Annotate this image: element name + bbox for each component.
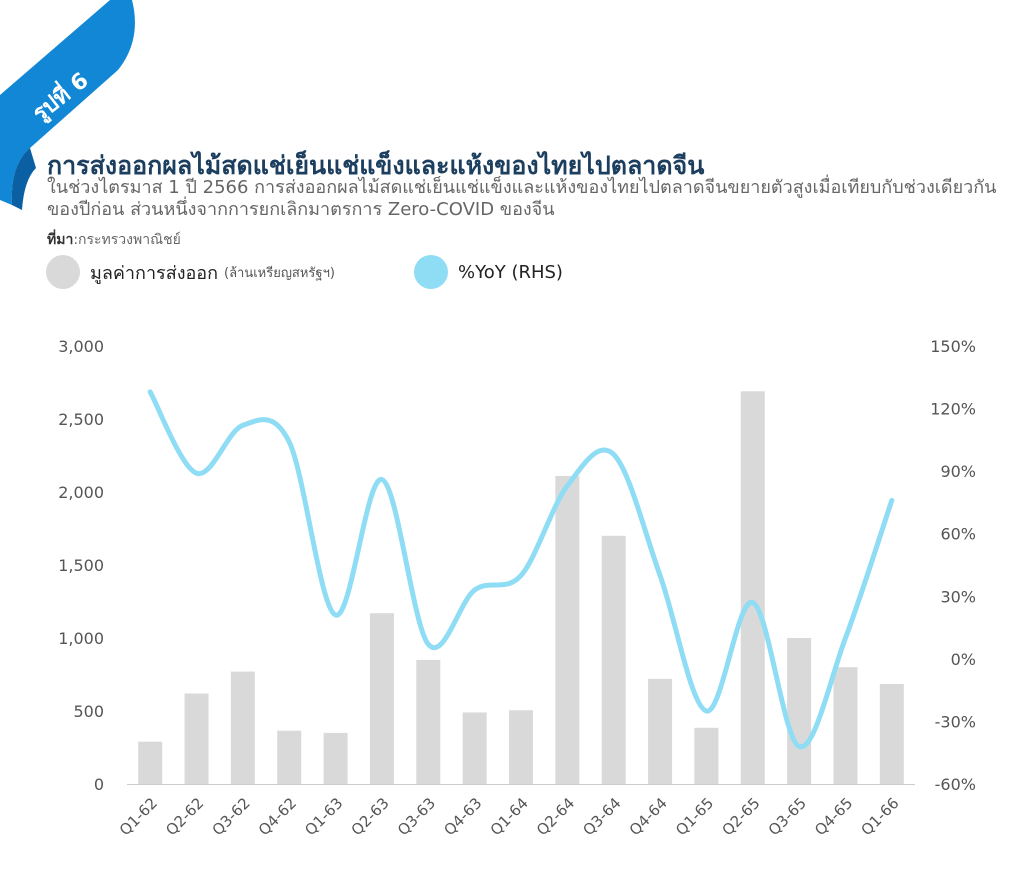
y-right-tick-label: -60% bbox=[935, 775, 976, 794]
bar bbox=[601, 535, 626, 784]
y-right-tick-label: 30% bbox=[940, 587, 976, 606]
chart-subtitle: ในช่วงไตรมาส 1 ปี 2566 การส่งออกผลไม้สดแ… bbox=[47, 177, 997, 220]
bar bbox=[879, 683, 904, 784]
y-right-tick-label: 90% bbox=[940, 462, 976, 481]
x-tick-label: Q2-64 bbox=[533, 794, 578, 839]
bar bbox=[277, 730, 302, 784]
x-tick-label: Q4-63 bbox=[440, 794, 485, 839]
y-left-tick-label: 2,000 bbox=[58, 483, 104, 502]
y-right-tick-label: -30% bbox=[935, 712, 976, 731]
bar bbox=[416, 659, 441, 784]
y-right-tick-label: 150% bbox=[930, 337, 976, 356]
x-tick-label: Q1-66 bbox=[857, 794, 902, 839]
x-tick-label: Q1-64 bbox=[487, 794, 532, 839]
x-tick-label: Q2-63 bbox=[348, 794, 393, 839]
bar bbox=[184, 693, 209, 784]
x-tick-label: Q3-63 bbox=[394, 794, 439, 839]
bar bbox=[648, 678, 673, 784]
legend-bar-swatch bbox=[46, 255, 80, 289]
bar bbox=[787, 638, 812, 784]
legend-bar: มูลค่าการส่งออก (ล้านเหรียญสหรัฐฯ) bbox=[46, 254, 335, 290]
bar bbox=[555, 475, 580, 784]
legend-line: %YoY (RHS) bbox=[414, 254, 563, 290]
badge-ribbon bbox=[0, 0, 135, 205]
figure-badge: รูปที่ 6 bbox=[0, 0, 135, 210]
y-right-tick-label: 60% bbox=[940, 525, 976, 544]
legend-line-label: %YoY (RHS) bbox=[458, 261, 563, 283]
y-left-tick-label: 2,500 bbox=[58, 410, 104, 429]
x-tick-label: Q1-62 bbox=[116, 794, 161, 839]
x-tick-label: Q4-65 bbox=[811, 794, 856, 839]
source-label: ที่มา bbox=[47, 232, 74, 248]
x-tick-label: Q4-62 bbox=[255, 794, 300, 839]
x-tick-label: Q3-64 bbox=[579, 794, 624, 839]
y-left-tick-label: 0 bbox=[94, 775, 104, 794]
bar bbox=[740, 391, 765, 784]
yoy-line bbox=[147, 389, 895, 749]
x-tick-label: Q3-62 bbox=[209, 794, 254, 839]
badge-fold bbox=[11, 148, 36, 210]
legend-bar-label: มูลค่าการส่งออก bbox=[90, 262, 219, 284]
x-tick-label: Q1-65 bbox=[672, 794, 717, 839]
bar bbox=[833, 667, 858, 784]
bar bbox=[694, 727, 719, 784]
legend-line-swatch bbox=[414, 255, 448, 289]
y-left-tick-label: 1,000 bbox=[58, 629, 104, 648]
bar bbox=[323, 732, 348, 784]
bar bbox=[369, 613, 394, 784]
bar bbox=[138, 741, 163, 784]
source-value: :กระทรวงพาณิชย์ bbox=[73, 232, 181, 248]
x-tick-label: Q3-65 bbox=[765, 794, 810, 839]
x-tick-label: Q4-64 bbox=[626, 794, 671, 839]
bar bbox=[462, 712, 487, 784]
bar bbox=[509, 710, 533, 784]
y-right-tick-label: 0% bbox=[951, 650, 976, 669]
chart-title: การส่งออกผลไม้สดแช่เย็นแช่แข็งและแห้งของ… bbox=[47, 151, 705, 180]
source-note: ที่มา:กระทรวงพาณิชย์ bbox=[47, 229, 181, 251]
x-tick-label: Q2-65 bbox=[718, 794, 763, 839]
y-left-tick-label: 1,500 bbox=[58, 556, 104, 575]
y-left-tick-label: 3,000 bbox=[58, 337, 104, 356]
x-tick-label: Q1-63 bbox=[301, 794, 346, 839]
x-tick-label: Q2-62 bbox=[162, 794, 207, 839]
bar bbox=[230, 671, 255, 784]
y-right-tick-label: 120% bbox=[930, 400, 976, 419]
legend-bar-unit: (ล้านเหรียญสหรัฐฯ) bbox=[224, 265, 335, 281]
y-left-tick-label: 500 bbox=[73, 702, 104, 721]
